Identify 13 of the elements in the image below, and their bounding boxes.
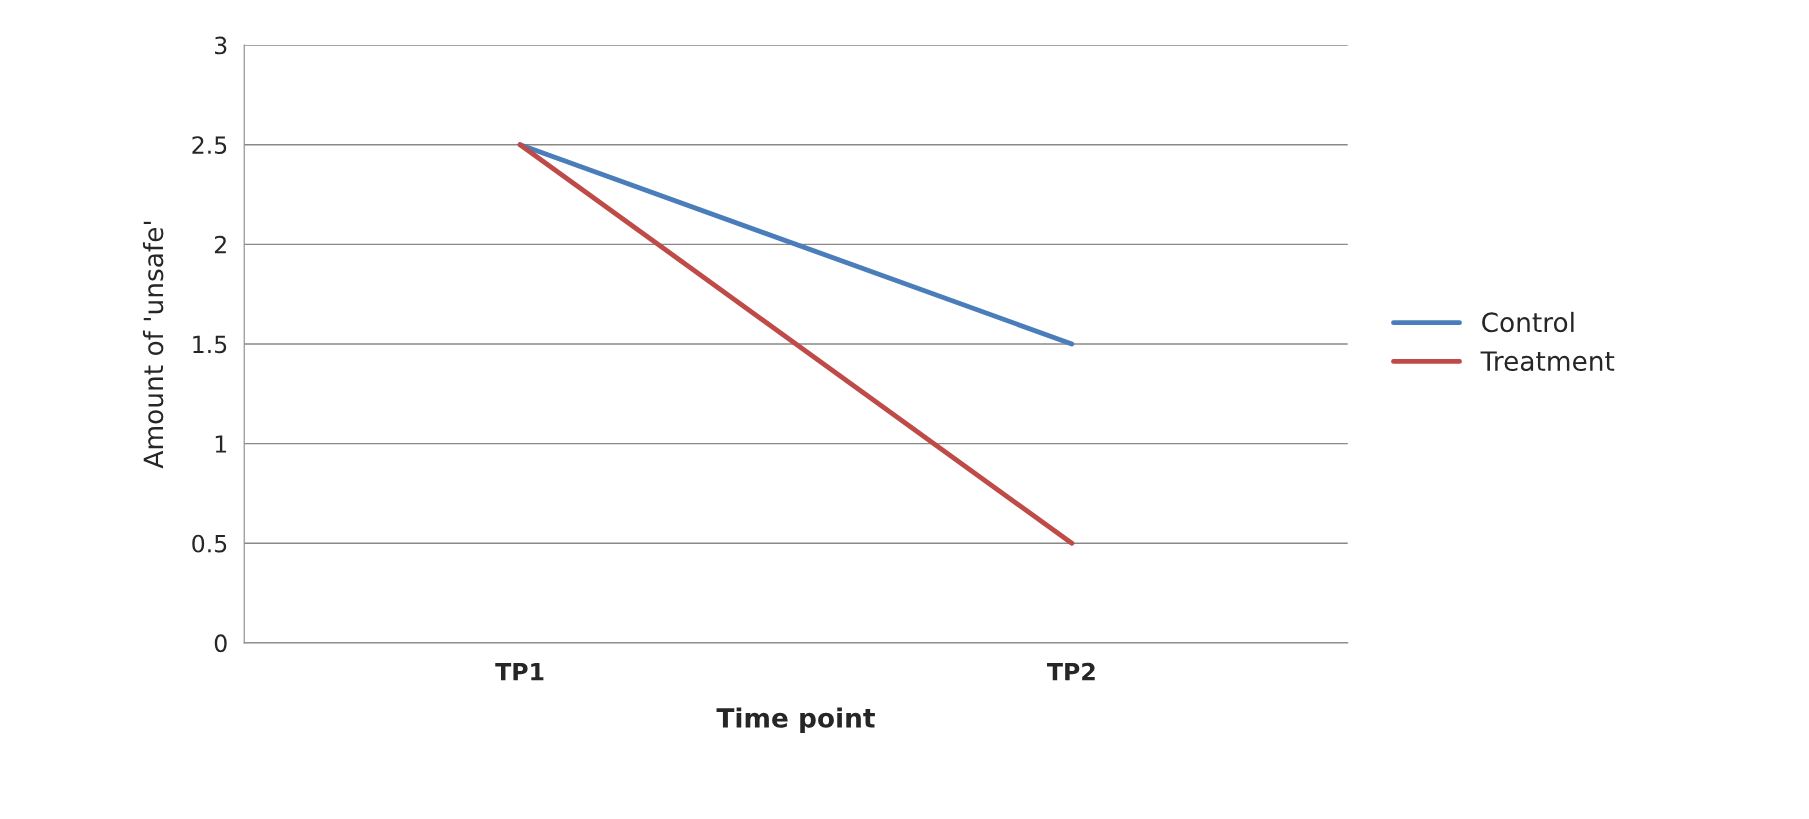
legend-label: Treatment [1480,351,1615,371]
x-axis-title: Time point [716,707,875,733]
y-tick-label: 1.5 [193,335,227,354]
x-tick-label: TP1 [495,663,544,681]
y-tick-label: 1 [215,435,227,453]
x-tick-label: TP2 [1047,662,1095,681]
legend-label: Control [1482,311,1574,333]
y-tick-label: 3 [215,36,227,55]
y-tick-label: 0 [214,634,227,653]
y-tick-label: 2 [214,235,226,254]
y-tick-label: 0.5 [192,534,227,553]
y-axis-title: Amount of 'unsafe' [142,221,164,469]
y-tick-label: 2.5 [192,136,227,154]
